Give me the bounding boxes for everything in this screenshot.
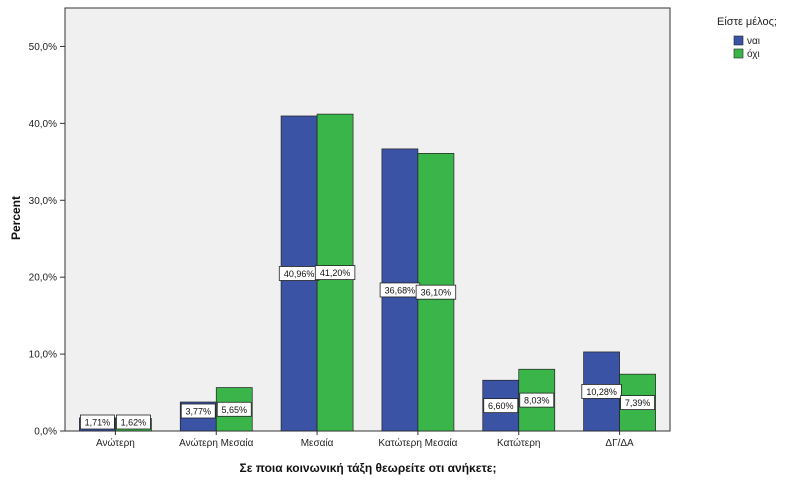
data-label: 5,65% bbox=[221, 405, 247, 415]
data-label: 8,03% bbox=[524, 396, 550, 406]
data-label-box bbox=[415, 284, 457, 300]
data-label-box bbox=[216, 401, 252, 417]
data-label-box bbox=[620, 395, 655, 410]
x-axis: Ανώτερη Ανώτερη Μεσαία Μεσαία Κατώτερη Μεσα… bbox=[96, 431, 634, 449]
data-label: 1,62% bbox=[121, 418, 147, 428]
x-tick-label: Κατώτερη Μεσαία bbox=[378, 437, 457, 449]
data-label: 40,96% bbox=[284, 269, 315, 279]
data-label-box bbox=[180, 403, 216, 419]
y-tick-label: 0,0% bbox=[34, 427, 57, 438]
x-tick-label: Κατώτερη bbox=[497, 437, 540, 449]
y-tick-label: 30,0% bbox=[29, 196, 57, 207]
legend-swatch-series-1 bbox=[733, 48, 744, 59]
x-tick-label: Μεσαία bbox=[301, 437, 334, 449]
legend-label-series-1: όχι bbox=[747, 48, 760, 60]
x-tick-label: ΔΓ/ΔΑ bbox=[605, 438, 634, 449]
data-label: 3,77% bbox=[185, 407, 211, 417]
data-label: 36,10% bbox=[421, 288, 452, 298]
y-tick-label: 40,0% bbox=[29, 119, 57, 130]
data-label-box bbox=[483, 398, 519, 414]
data-label: 7,39% bbox=[625, 398, 651, 408]
legend-swatch-series-0 bbox=[733, 35, 744, 46]
x-axis-title: Σε ποια κοινωνική τάξη θεωρείτε οτι ανήκ… bbox=[240, 461, 497, 475]
y-axis-title: Percent bbox=[9, 196, 23, 240]
data-label: 41,20% bbox=[320, 268, 351, 278]
x-tick-label: Ανώτερη bbox=[96, 437, 135, 449]
y-tick-label: 20,0% bbox=[29, 273, 57, 284]
data-label: 10,28% bbox=[586, 387, 617, 397]
legend: Είστε μέλος; ναι όχι bbox=[717, 16, 777, 60]
plot-area bbox=[64, 7, 671, 432]
data-label-box bbox=[519, 392, 555, 408]
data-label-box bbox=[80, 414, 115, 430]
y-tick-label: 50,0% bbox=[29, 42, 57, 53]
y-tick-label: 10,0% bbox=[29, 350, 57, 361]
legend-label-series-0: ναι bbox=[747, 36, 760, 47]
y-axis: 0,0% 10,0% 20,0% 30,0% 40,0% 50,0% bbox=[29, 42, 65, 438]
legend-title: Είστε μέλος; bbox=[717, 16, 777, 28]
data-label-box bbox=[314, 265, 356, 280]
data-label: 36,68% bbox=[385, 285, 416, 295]
data-label-box bbox=[116, 414, 151, 430]
data-labels: 1,71% 1,62% 3,77% 5,65% 40,96% 41,20% 36,68% 36… bbox=[80, 265, 655, 430]
data-label-box bbox=[581, 384, 622, 399]
data-label: 6,60% bbox=[488, 401, 514, 411]
x-tick-label: Ανώτερη Μεσαία bbox=[179, 437, 254, 449]
data-label: 1,71% bbox=[85, 418, 111, 428]
